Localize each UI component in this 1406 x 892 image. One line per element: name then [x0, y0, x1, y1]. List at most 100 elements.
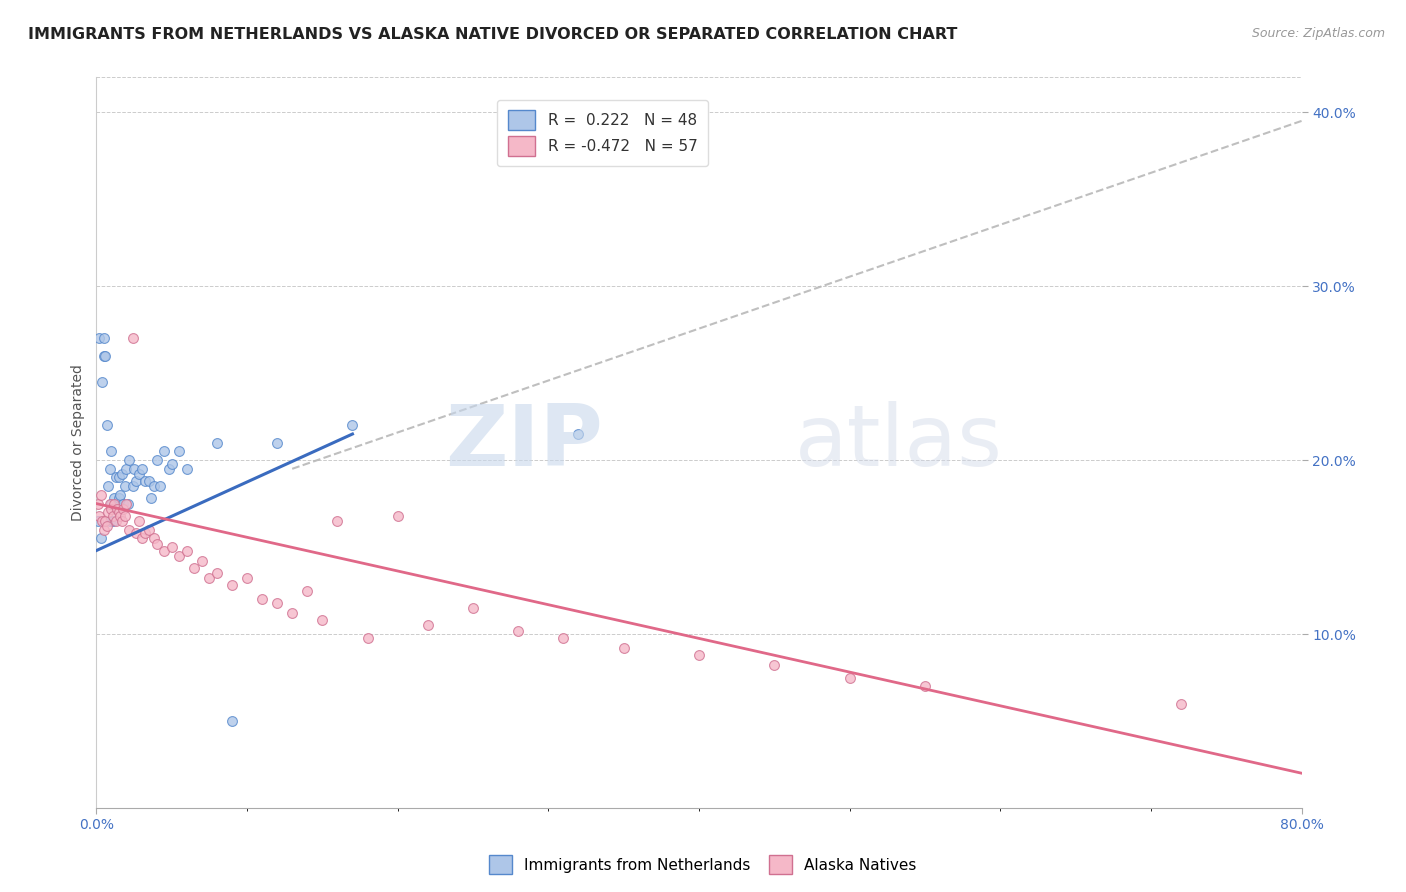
Point — [167, 549, 190, 563]
Point — [87, 497, 110, 511]
Point — [100, 501, 122, 516]
Point — [93, 331, 115, 345]
Point — [236, 571, 259, 585]
Point — [553, 631, 575, 645]
Point — [121, 479, 143, 493]
Point — [94, 349, 117, 363]
Point — [115, 462, 138, 476]
Point — [103, 491, 125, 506]
Point — [96, 418, 118, 433]
Point — [205, 435, 228, 450]
Point — [266, 596, 288, 610]
Point — [416, 618, 439, 632]
Point — [110, 488, 132, 502]
Point — [326, 514, 349, 528]
Point — [111, 514, 134, 528]
Point — [160, 457, 183, 471]
Point — [139, 491, 162, 506]
Point — [567, 427, 589, 442]
Point — [128, 514, 150, 528]
Point — [176, 543, 198, 558]
Point — [97, 505, 120, 519]
Point — [93, 349, 115, 363]
Point — [124, 474, 146, 488]
Point — [94, 514, 117, 528]
Point — [110, 508, 132, 523]
Point — [98, 497, 121, 511]
Point — [107, 501, 129, 516]
Point — [356, 631, 378, 645]
Point — [101, 514, 124, 528]
Point — [763, 658, 786, 673]
Point — [688, 648, 710, 662]
Point — [221, 578, 243, 592]
Point — [198, 571, 221, 585]
Point — [118, 523, 141, 537]
Point — [108, 505, 131, 519]
Text: ZIP: ZIP — [444, 401, 603, 484]
Point — [142, 532, 165, 546]
Text: IMMIGRANTS FROM NETHERLANDS VS ALASKA NATIVE DIVORCED OR SEPARATED CORRELATION C: IMMIGRANTS FROM NETHERLANDS VS ALASKA NA… — [28, 27, 957, 42]
Point — [266, 435, 288, 450]
Point — [96, 519, 118, 533]
Point — [117, 497, 139, 511]
Point — [191, 554, 214, 568]
Point — [104, 501, 127, 516]
Legend: Immigrants from Netherlands, Alaska Natives: Immigrants from Netherlands, Alaska Nati… — [484, 849, 922, 880]
Point — [104, 514, 127, 528]
Point — [112, 501, 135, 516]
Point — [100, 497, 122, 511]
Point — [112, 497, 135, 511]
Point — [250, 592, 273, 607]
Point — [107, 497, 129, 511]
Point — [89, 331, 111, 345]
Point — [91, 514, 114, 528]
Point — [157, 462, 180, 476]
Text: atlas: atlas — [796, 401, 1004, 484]
Point — [134, 526, 156, 541]
Point — [97, 479, 120, 493]
Point — [138, 474, 160, 488]
Point — [128, 467, 150, 481]
Point — [1170, 697, 1192, 711]
Point — [131, 462, 153, 476]
Point — [98, 462, 121, 476]
Point — [111, 467, 134, 481]
Point — [124, 526, 146, 541]
Point — [101, 508, 124, 523]
Point — [145, 536, 167, 550]
Text: Source: ZipAtlas.com: Source: ZipAtlas.com — [1251, 27, 1385, 40]
Point — [108, 491, 131, 506]
Point — [183, 561, 205, 575]
Point — [87, 514, 110, 528]
Point — [89, 508, 111, 523]
Point — [104, 470, 127, 484]
Point — [342, 418, 364, 433]
Point — [387, 508, 409, 523]
Point — [914, 679, 936, 693]
Point — [160, 540, 183, 554]
Point — [114, 508, 136, 523]
Point — [122, 462, 145, 476]
Point — [138, 523, 160, 537]
Point — [90, 488, 112, 502]
Point — [281, 606, 304, 620]
Point — [134, 474, 156, 488]
Point — [167, 444, 190, 458]
Legend: R =  0.222   N = 48, R = -0.472   N = 57: R = 0.222 N = 48, R = -0.472 N = 57 — [498, 100, 709, 167]
Point — [613, 640, 636, 655]
Point — [153, 543, 176, 558]
Point — [115, 497, 138, 511]
Point — [297, 583, 319, 598]
Point — [103, 497, 125, 511]
Point — [461, 601, 484, 615]
Point — [93, 523, 115, 537]
Point — [118, 453, 141, 467]
Point — [121, 331, 143, 345]
Point — [91, 375, 114, 389]
Point — [114, 479, 136, 493]
Point — [145, 453, 167, 467]
Point — [205, 566, 228, 581]
Point — [142, 479, 165, 493]
Y-axis label: Divorced or Separated: Divorced or Separated — [72, 364, 86, 521]
